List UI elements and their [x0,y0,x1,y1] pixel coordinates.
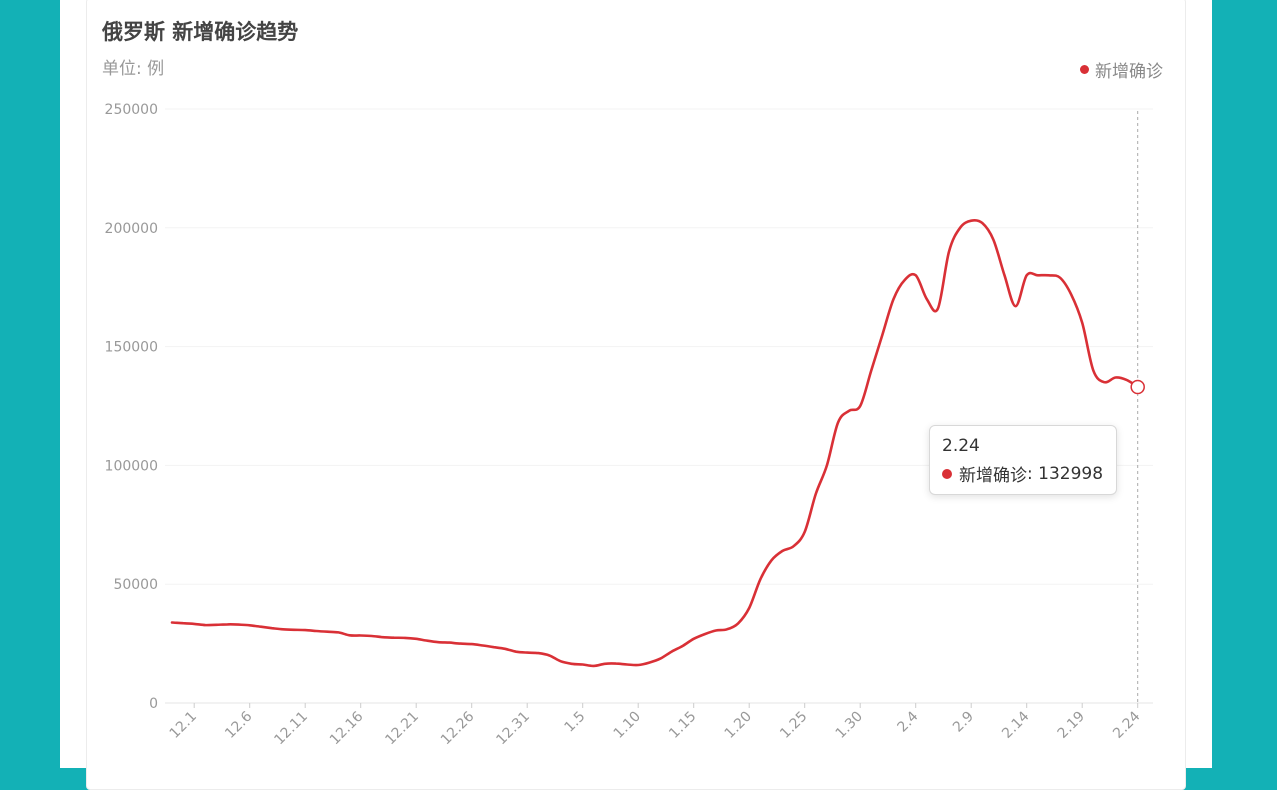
x-tick-label: 1.15 [666,709,699,742]
tooltip-row: 新增确诊: 132998 [942,461,1104,486]
x-tick-label: 12.11 [271,709,311,749]
y-axis-ticks: 0 50000 100000 150000 200000 250000 [105,102,158,712]
grid-lines [165,108,1153,704]
series-group [170,111,1145,703]
chart-title: 俄罗斯 新增确诊趋势 [102,20,299,44]
x-tick-label: 2.24 [1110,708,1143,741]
legend-dot-icon [1080,65,1089,74]
tooltip-title: 2.24 [942,436,980,456]
x-tick-label: 12.26 [438,708,478,748]
x-tick-label: 12.6 [222,708,255,741]
y-tick-label: 50000 [113,577,158,593]
tooltip-value: 132998 [1038,463,1104,484]
y-tick-label: 150000 [105,340,158,356]
chart-tooltip: 2.24 新增确诊: 132998 [929,425,1117,495]
x-tick-label: 12.1 [167,709,200,742]
chart-legend[interactable]: 新增确诊 [1080,57,1163,82]
x-tick-label: 1.5 [561,709,588,736]
x-tick-label: 1.25 [777,709,810,742]
legend-label: 新增确诊 [1095,62,1163,82]
page-background [60,0,1212,790]
series-line-新增确诊 [170,218,1139,668]
tooltip-separator: : [1027,463,1039,484]
x-tick-label: 2.4 [894,708,921,735]
x-tick-label: 1.10 [611,709,644,742]
chart-card [86,0,1186,790]
y-tick-label: 100000 [105,458,158,474]
highlighted-point [1130,379,1145,395]
x-tick-label: 1.30 [833,709,866,742]
x-tick-label: 12.31 [493,709,533,749]
y-tick-label: 0 [149,696,158,712]
tooltip-dot-icon [942,468,952,479]
chart-unit-label: 单位: 例 [102,59,165,79]
x-tick-label: 12.16 [327,708,367,748]
x-tick-label: 12.21 [382,709,422,749]
x-tick-label: 1.20 [722,709,755,742]
x-axis-ticks: 12.1 12.6 12.11 12.16 12.21 12.26 12.31 1.5 1.10… [167,703,1144,748]
x-tick-label: 2.9 [950,709,977,736]
x-tick-label: 2.14 [999,708,1032,741]
tooltip-series-label: 新增确诊 [959,466,1027,486]
y-tick-label: 250000 [105,102,158,118]
x-tick-label: 2.19 [1055,709,1088,742]
y-tick-label: 200000 [105,221,158,237]
